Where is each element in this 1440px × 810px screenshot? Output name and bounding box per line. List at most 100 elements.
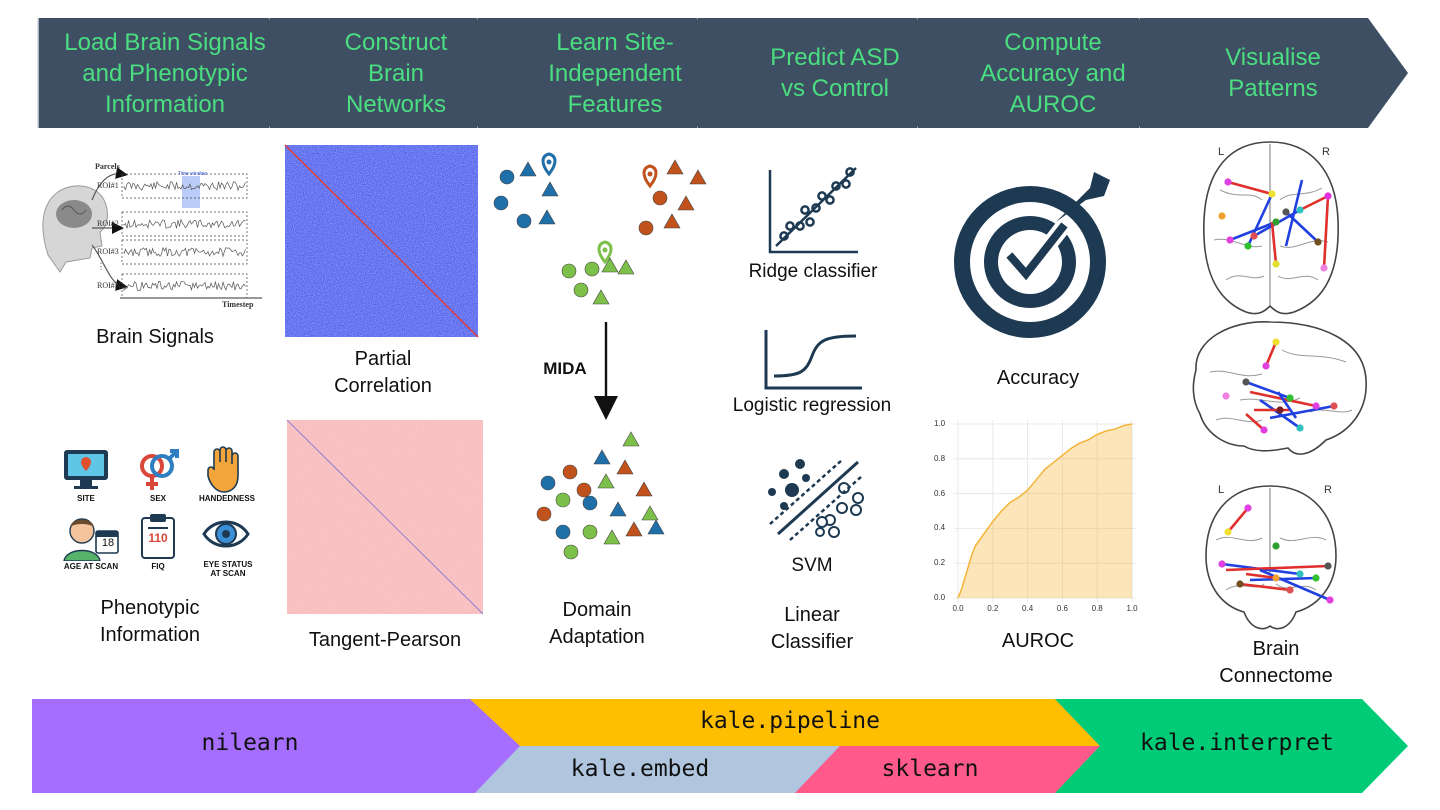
svm-filled-point xyxy=(779,469,789,479)
domain-circle-marker xyxy=(573,282,589,298)
domain-circle-marker xyxy=(638,220,654,236)
domain-triangle-marker xyxy=(641,505,659,521)
roi-label: ROI#3 xyxy=(97,247,119,256)
library-label: sklearn xyxy=(881,756,979,782)
clipboard-icon xyxy=(141,514,175,559)
step-label: Predict ASD vs Control xyxy=(770,44,900,102)
step-chevron xyxy=(270,18,518,128)
embed-bar xyxy=(475,746,840,793)
partial-correlation-caption: Partial Correlation xyxy=(334,348,432,397)
domain-circle-marker xyxy=(555,492,571,508)
roc-chart xyxy=(920,412,1144,612)
domain-triangle-marker xyxy=(597,473,615,489)
phenotype-label: EYE STATUS AT SCAN xyxy=(203,560,253,578)
domain-triangle-marker xyxy=(622,431,640,447)
domain-triangle-marker xyxy=(609,501,627,517)
domain-circle-marker xyxy=(652,190,668,206)
eye-icon xyxy=(202,520,250,548)
roi-box xyxy=(121,239,248,265)
roc-x-tick: 0.8 xyxy=(1091,604,1103,613)
roi-box xyxy=(121,211,248,237)
roi-label: ROI#1 xyxy=(97,181,119,190)
svm-hollow-point xyxy=(850,504,862,516)
svm-hollow-point xyxy=(828,526,840,538)
phenotype-label: FIQ xyxy=(151,562,165,571)
tangent-pearson-caption: Tangent-Pearson xyxy=(308,629,462,651)
roc-background xyxy=(920,412,1144,612)
brain-top-right-label: R xyxy=(1322,146,1330,158)
interpret-bar xyxy=(1055,699,1408,793)
tangent-pearson-matrix xyxy=(286,419,484,615)
partial-correlation-matrix xyxy=(284,144,479,338)
pipeline-bar xyxy=(470,699,1100,746)
phenotypic-caption: Phenotypic Information xyxy=(99,597,201,646)
roc-y-tick: 1.0 xyxy=(934,419,946,428)
svm-filled-point xyxy=(768,488,776,496)
domain-triangle-marker xyxy=(601,257,619,273)
timestep-label: Timestep xyxy=(222,300,254,309)
svm-hyperplane xyxy=(776,460,860,536)
auroc-caption: AUROC xyxy=(1001,630,1075,652)
calendar-day-text: 18 xyxy=(101,537,115,549)
step-chevron xyxy=(478,18,738,128)
svm-filled-point xyxy=(802,474,810,482)
roi-label: ROI#2 xyxy=(97,219,119,228)
phenotype-label: SEX xyxy=(149,494,166,503)
signal-trace xyxy=(123,246,246,258)
step-label: Learn Site- Independent Features xyxy=(548,28,682,118)
location-pin-dot xyxy=(647,171,653,177)
ridge-caption: Ridge classifier xyxy=(748,261,878,282)
svm-hollow-point xyxy=(836,502,848,514)
step-chevron xyxy=(38,18,310,128)
step-label: Compute Accuracy and AUROC xyxy=(980,28,1126,118)
domain-circle-marker xyxy=(562,464,578,480)
domain-triangle-marker xyxy=(647,519,665,535)
signal-trace xyxy=(123,280,246,292)
domain-circle-marker xyxy=(576,482,592,498)
signal-traces xyxy=(121,173,248,299)
domain-triangle-marker xyxy=(603,529,621,545)
roc-curve xyxy=(957,423,1133,599)
brain-front-left-label: L xyxy=(1218,484,1225,496)
roc-area xyxy=(958,424,1132,598)
library-bars xyxy=(32,699,1408,793)
location-pin-icon xyxy=(541,152,557,177)
domain-triangle-marker xyxy=(593,449,611,465)
roc-y-tick: 0.8 xyxy=(934,453,946,463)
domain-triangle-marker xyxy=(538,209,556,225)
domain-triangle-marker xyxy=(519,161,537,177)
library-label: kale.embed xyxy=(570,756,710,782)
domain-triangle-marker xyxy=(541,181,559,197)
linear-classifier-caption: Linear Classifier xyxy=(770,604,854,653)
target-icon xyxy=(954,172,1110,338)
ridge-scatter-icon xyxy=(768,167,858,254)
step-label: Load Brain Signals and Phenotypic Inform… xyxy=(64,28,266,118)
gender-symbol-icon xyxy=(140,449,179,490)
process-banner xyxy=(37,17,1408,129)
roc-x-tick: 0.6 xyxy=(1056,604,1068,613)
sklearn-bar xyxy=(795,746,1100,793)
mida-label: MIDA xyxy=(543,359,587,378)
domain-triangle-marker xyxy=(616,459,634,475)
brain-front-right-label: R xyxy=(1324,484,1332,496)
domain-circle-marker xyxy=(582,495,598,511)
roi-box xyxy=(121,273,248,299)
svm-icon xyxy=(768,459,864,541)
domain-circle-marker xyxy=(540,475,556,491)
library-label: nilearn xyxy=(201,730,299,756)
sigmoid-curve-icon xyxy=(764,330,862,390)
domain-triangle-marker xyxy=(666,159,684,175)
domain-circle-marker xyxy=(516,213,532,229)
monitor-location-icon xyxy=(64,450,108,489)
step-chevron xyxy=(1140,18,1408,128)
brain-connectome-caption: Brain Connectome xyxy=(1219,638,1333,687)
svm-filled-point xyxy=(780,502,788,510)
roi-label: ROI#N xyxy=(97,281,121,290)
phenotype-label: SITE xyxy=(77,494,95,503)
roc-x-tick: 0.2 xyxy=(987,604,999,613)
logistic-caption: Logistic regression xyxy=(732,395,892,416)
roc-x-tick: 0.0 xyxy=(952,604,964,613)
roc-y-tick: 0.0 xyxy=(934,593,946,602)
location-pin-dot xyxy=(546,159,552,165)
